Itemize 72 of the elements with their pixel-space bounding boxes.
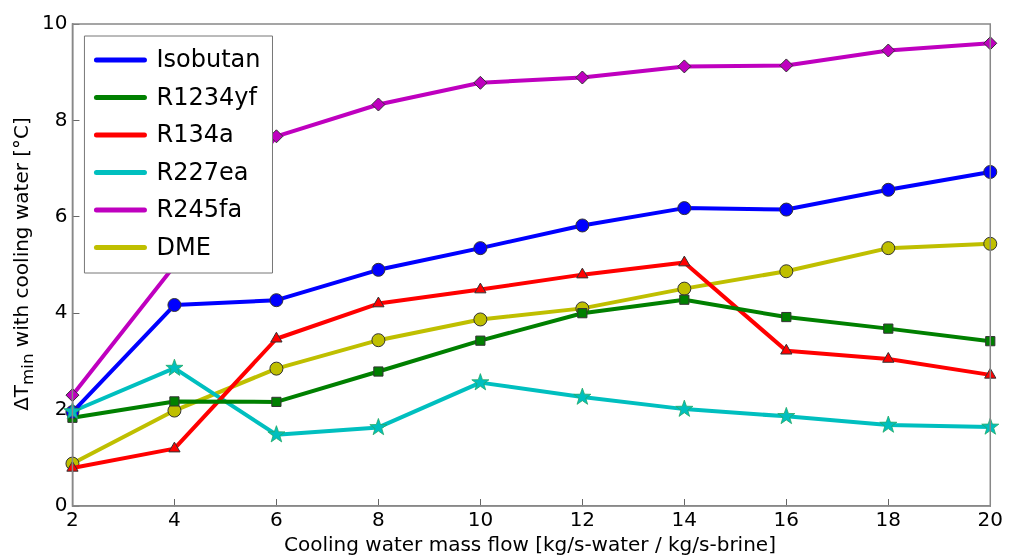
x-tick-label: 6 bbox=[270, 507, 283, 532]
point bbox=[168, 441, 181, 453]
legend-label: DME bbox=[156, 232, 211, 261]
point bbox=[169, 396, 180, 407]
legend-label: R134a bbox=[156, 120, 234, 149]
x-tick-label: 8 bbox=[372, 507, 385, 532]
x-tick-label: 4 bbox=[168, 507, 181, 532]
point bbox=[779, 264, 794, 279]
y-tick-label: 2 bbox=[54, 395, 68, 420]
point bbox=[879, 415, 898, 433]
point bbox=[575, 70, 590, 85]
point bbox=[881, 182, 896, 197]
point bbox=[165, 358, 184, 376]
x-tick-label: 10 bbox=[467, 507, 494, 532]
point bbox=[983, 236, 998, 251]
point bbox=[474, 282, 487, 294]
legend-label: Isobutan bbox=[156, 45, 261, 74]
point bbox=[269, 361, 284, 376]
y-tick-label: 0 bbox=[54, 492, 68, 517]
point bbox=[779, 202, 794, 217]
point bbox=[984, 367, 997, 379]
legend-label: R227ea bbox=[156, 157, 249, 186]
point bbox=[267, 425, 286, 443]
y-tick-label: 6 bbox=[54, 203, 68, 227]
point bbox=[369, 418, 388, 436]
point bbox=[577, 308, 588, 319]
point bbox=[985, 336, 996, 347]
point bbox=[779, 58, 794, 73]
point bbox=[271, 396, 282, 407]
point bbox=[473, 312, 488, 327]
point bbox=[983, 164, 998, 179]
point bbox=[371, 262, 386, 277]
point bbox=[677, 201, 692, 216]
point bbox=[270, 331, 283, 343]
point bbox=[777, 406, 796, 425]
point bbox=[475, 335, 486, 346]
point bbox=[269, 293, 284, 308]
legend-label: R1234yf bbox=[156, 82, 258, 111]
point bbox=[781, 311, 792, 323]
point bbox=[167, 298, 182, 313]
x-tick-label: 12 bbox=[569, 507, 596, 532]
point bbox=[575, 218, 590, 233]
y-tick-label: 8 bbox=[54, 106, 68, 131]
point bbox=[882, 351, 895, 363]
point bbox=[679, 294, 690, 305]
point bbox=[677, 281, 692, 296]
point bbox=[473, 241, 488, 256]
point bbox=[881, 43, 896, 58]
y-tick-label: 4 bbox=[54, 299, 68, 324]
point bbox=[675, 399, 694, 417]
point bbox=[372, 296, 385, 308]
point bbox=[881, 241, 896, 256]
point bbox=[373, 366, 384, 377]
point bbox=[780, 343, 793, 355]
point bbox=[677, 59, 692, 74]
point bbox=[473, 75, 488, 90]
x-tick-label: 14 bbox=[671, 507, 698, 532]
point bbox=[66, 460, 79, 472]
y-tick-label: 10 bbox=[42, 10, 68, 35]
point bbox=[573, 387, 592, 405]
x-tick-label: 16 bbox=[773, 507, 800, 532]
point bbox=[981, 417, 1000, 435]
point bbox=[576, 267, 589, 279]
point bbox=[371, 333, 386, 348]
x-axis-title: Cooling water mass flow [kg/s-water / kg/s-brine] bbox=[283, 532, 777, 555]
point bbox=[883, 323, 894, 334]
point bbox=[371, 97, 386, 112]
point bbox=[471, 373, 490, 391]
x-tick-label: 20 bbox=[977, 507, 1003, 532]
point bbox=[678, 255, 691, 267]
x-tick-label: 18 bbox=[875, 507, 902, 532]
legend-label: R245fa bbox=[156, 195, 243, 224]
